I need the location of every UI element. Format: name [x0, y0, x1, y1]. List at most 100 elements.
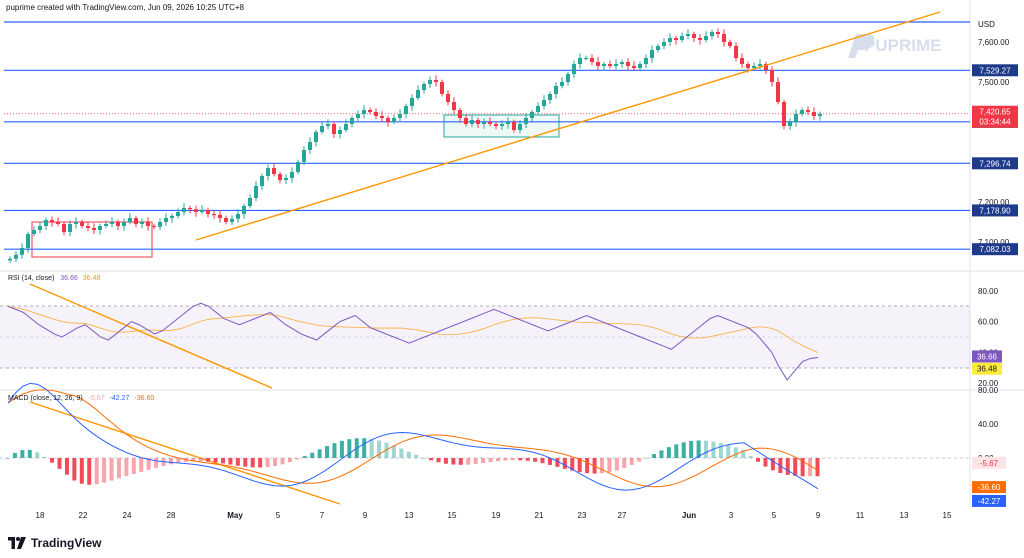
- macd-histogram-bar: [87, 458, 92, 485]
- macd-histogram-bar: [525, 458, 530, 461]
- macd-value-tag-text: -5.67: [980, 459, 999, 468]
- support-resistance-levels: [4, 21, 970, 250]
- macd-histogram-bar: [718, 443, 723, 458]
- candle-body: [398, 114, 402, 118]
- rsi-value-tag: [972, 350, 1002, 363]
- candle-body: [32, 230, 36, 234]
- macd-histogram-bar: [116, 458, 121, 479]
- macd-histogram-bar: [213, 458, 218, 463]
- macd-histogram-bar: [27, 449, 32, 458]
- candle-body: [272, 168, 276, 174]
- candle-body: [818, 114, 822, 116]
- macd-histogram-bar: [577, 458, 582, 473]
- candle-body: [320, 126, 324, 132]
- macd-downtrend-line[interactable]: [29, 401, 341, 505]
- rsi-band: [0, 306, 970, 368]
- macd-signal-line: [7, 389, 819, 488]
- candle-body: [164, 218, 168, 222]
- candle-body: [242, 206, 246, 214]
- macd-histogram-bar: [198, 458, 203, 462]
- candle-body: [122, 222, 126, 226]
- macd-histogram-bar: [763, 458, 768, 467]
- candle-body: [680, 36, 684, 40]
- macd-histogram-bar: [64, 458, 69, 475]
- candle-body: [152, 226, 156, 227]
- candle-body: [248, 198, 252, 206]
- candle-body: [146, 222, 150, 226]
- candle-body: [794, 114, 798, 122]
- candle-body: [230, 218, 234, 222]
- level-tag-text: 7,082.03: [979, 245, 1011, 254]
- macd-histogram-bar: [547, 458, 552, 465]
- macd-histogram-bar: [733, 447, 738, 458]
- chart-canvas[interactable]: PUPRIME 80.00 60.00 40.00 20.00 36.66 36.48 8…: [0, 0, 1024, 530]
- macd-histogram-bar: [406, 451, 411, 458]
- candle-body: [464, 118, 468, 124]
- macd-histogram-bar: [221, 458, 226, 464]
- candle-body: [326, 124, 330, 126]
- macd-histogram-bar: [637, 458, 642, 462]
- x-tick-label: 23: [578, 511, 587, 520]
- consolidation-box-red[interactable]: [31, 221, 153, 258]
- uptrend-line[interactable]: [195, 11, 941, 241]
- macd-value-tag: [972, 481, 1006, 494]
- rsi-ma-tag-text: 36.48: [977, 365, 998, 374]
- macd-histogram-bar: [585, 458, 590, 474]
- macd-histogram-bar: [704, 440, 709, 458]
- macd-tick-label: 80.00: [978, 386, 999, 395]
- macd-histogram-bar: [42, 456, 47, 458]
- candle-body: [410, 98, 414, 106]
- rsi-value-tag-text: 36.66: [977, 352, 998, 361]
- x-tick-label: 3: [729, 511, 734, 520]
- candle-body: [392, 118, 396, 122]
- macd-histogram-bar: [785, 458, 790, 475]
- macd-histogram-bar: [20, 450, 25, 458]
- candle-body: [440, 82, 444, 94]
- x-tick-label: Jun: [682, 511, 696, 520]
- candle-body: [14, 254, 18, 259]
- candle-body: [548, 94, 552, 100]
- candle-body: [488, 122, 492, 124]
- axis-tags: 7,529.277,400.427,296.747,178.907,082.03…: [972, 64, 1018, 256]
- x-tick-label: 9: [363, 511, 368, 520]
- macd-histogram-bar: [12, 452, 17, 458]
- macd-histogram-bar: [124, 458, 129, 477]
- candle-body: [632, 66, 636, 68]
- candle-body: [782, 102, 786, 126]
- macd-histogram-bar: [139, 458, 144, 472]
- candle-body: [362, 110, 366, 114]
- candle-body: [254, 186, 258, 198]
- macd-histogram-bar: [94, 458, 99, 485]
- macd-histogram-bar: [295, 458, 300, 460]
- x-tick-label: May: [227, 511, 243, 520]
- x-tick-label: 27: [618, 511, 627, 520]
- macd-histogram-bar: [50, 458, 55, 463]
- candle-body: [500, 124, 504, 126]
- candle-body: [206, 210, 210, 214]
- macd-histogram-bar: [228, 458, 233, 465]
- candle-body: [764, 64, 768, 70]
- x-tick-label: 7: [320, 511, 325, 520]
- candle-body: [176, 212, 180, 216]
- candle-body: [380, 116, 384, 118]
- rsi-value-1: 36.66: [60, 275, 78, 282]
- macd-histogram-bar: [280, 458, 285, 465]
- candle-body: [332, 124, 336, 134]
- candle-body: [650, 50, 654, 58]
- candle-body: [812, 112, 816, 116]
- y-tick-label: 7,100.00: [978, 238, 1010, 247]
- macd-histogram-bar: [414, 454, 419, 458]
- svg-text:RSI (14, close) 36.66: RSI (14, close) 36.66 36.48: [8, 275, 100, 282]
- candle-body: [536, 106, 540, 112]
- level-tag-text: 7,178.90: [979, 206, 1011, 215]
- candle-body: [422, 84, 426, 90]
- level-tag: [972, 204, 1018, 217]
- rsi-downtrend-line[interactable]: [29, 283, 273, 389]
- current-price-tag: [972, 105, 1018, 128]
- candle-body: [446, 94, 450, 102]
- macd-histogram-bar: [391, 445, 396, 458]
- candle-body: [560, 82, 564, 86]
- candle-body: [428, 80, 432, 84]
- candle-body: [476, 120, 480, 124]
